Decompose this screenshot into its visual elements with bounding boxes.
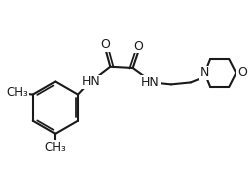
Text: N: N <box>200 66 209 79</box>
Text: O: O <box>134 40 143 53</box>
Text: O: O <box>101 38 110 51</box>
Text: O: O <box>237 66 247 79</box>
Text: CH₃: CH₃ <box>44 141 66 154</box>
Text: CH₃: CH₃ <box>6 86 28 99</box>
Text: HN: HN <box>141 76 160 89</box>
Text: HN: HN <box>82 75 100 88</box>
